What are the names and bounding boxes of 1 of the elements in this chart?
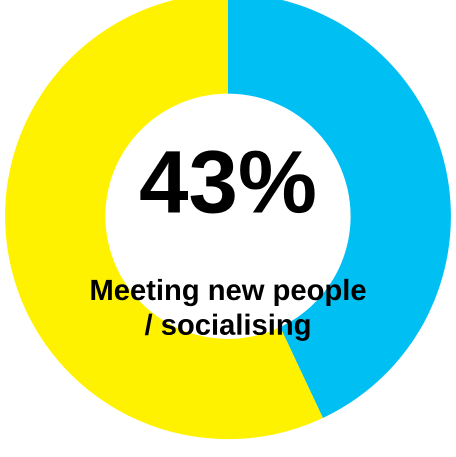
data-label: 43% — [140, 150, 315, 214]
